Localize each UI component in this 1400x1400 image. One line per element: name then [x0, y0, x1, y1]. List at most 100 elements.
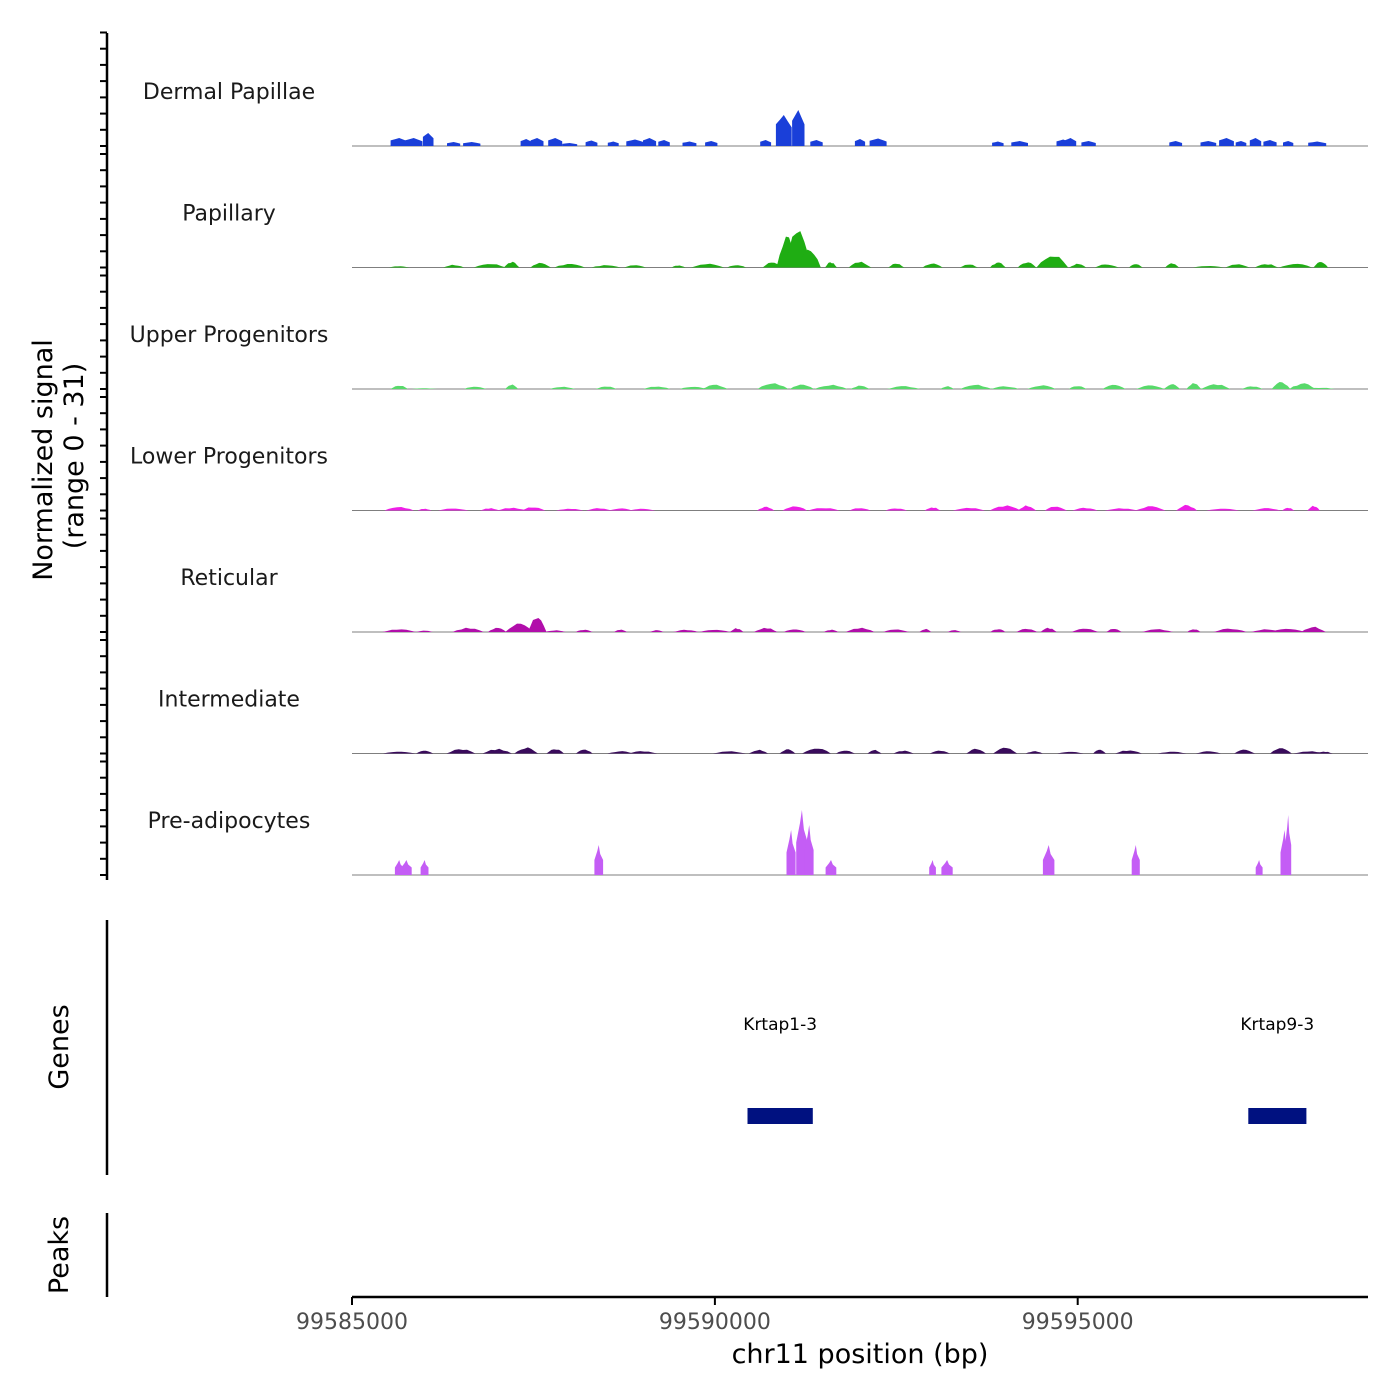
signal-peak	[463, 142, 481, 146]
signal-peak	[447, 142, 461, 146]
gene-body	[747, 1108, 813, 1124]
signal-peak	[729, 628, 744, 632]
signal-peak	[607, 141, 619, 146]
track-5: Intermediate	[158, 688, 1368, 754]
signal-peak	[941, 860, 953, 875]
signal-peak	[1213, 628, 1247, 632]
signal-peak	[1200, 141, 1217, 146]
signal-peak	[825, 860, 837, 875]
signal-peak	[1025, 751, 1043, 754]
signal-peak	[810, 140, 823, 146]
signal-peak	[514, 747, 538, 754]
signal-peak	[992, 141, 1004, 146]
signal-peak	[922, 263, 943, 268]
signal-peak	[682, 141, 697, 146]
signal-peak	[1306, 387, 1335, 389]
signal-peak	[575, 749, 593, 754]
y-axis-title-line1: Normalized signal	[28, 339, 59, 581]
signal-peak	[1017, 262, 1037, 268]
signal-peak	[1187, 629, 1201, 632]
signal-peak	[1301, 626, 1326, 632]
signal-peak	[701, 384, 728, 389]
signal-peak	[1069, 263, 1087, 268]
signal-peak	[1219, 138, 1234, 146]
signal-peak	[893, 750, 914, 754]
signal-peak	[854, 139, 866, 146]
signal-peak	[823, 629, 839, 632]
signal-peak	[814, 384, 848, 389]
signal-peak	[867, 749, 882, 754]
track-3: Lower Progenitors	[130, 445, 1368, 511]
signal-peak	[1241, 386, 1263, 389]
signal-peak	[384, 507, 414, 511]
signal-peak	[1135, 506, 1166, 511]
x-axis-title: chr11 position (bp)	[732, 1339, 989, 1370]
coverage-tracks: Dermal Papillae Papillary Upper Progenitor…	[130, 80, 1368, 876]
signal-peak	[544, 630, 566, 632]
signal-peak	[1249, 138, 1262, 146]
signal-peak	[1206, 508, 1240, 511]
signal-peak	[624, 265, 646, 268]
signal-peak	[480, 508, 500, 511]
signal-peak	[883, 629, 910, 632]
signal-peak	[1102, 384, 1126, 389]
signal-peak	[1176, 504, 1198, 511]
signal-peak	[885, 508, 908, 511]
signal-peak	[1011, 141, 1028, 146]
signal-peak	[1163, 384, 1181, 389]
signal-peak	[473, 264, 506, 268]
signal-peak	[1271, 382, 1291, 389]
signal-peak	[585, 140, 598, 146]
signal-peak	[390, 138, 408, 146]
signal-peak	[1254, 264, 1279, 268]
signal-peak	[1017, 505, 1037, 511]
signal-peak	[727, 265, 746, 268]
signal-peak	[487, 627, 507, 632]
signal-peak	[990, 629, 1006, 632]
track-label: Papillary	[182, 202, 276, 227]
signal-peak	[464, 386, 487, 389]
track-label: Reticular	[180, 566, 278, 591]
x-axis: 99585000 99590000 99595000	[296, 1295, 1368, 1335]
track-0: Dermal Papillae	[143, 80, 1368, 147]
signal-peak	[929, 860, 936, 875]
signal-peak	[1081, 141, 1096, 146]
signal-y-axis	[100, 31, 109, 880]
signal-peak	[446, 749, 476, 754]
signal-peak	[1283, 141, 1294, 146]
x-tick-label: 99595000	[1022, 1310, 1134, 1335]
signal-peak	[1042, 845, 1055, 875]
signal-peak	[1104, 508, 1138, 511]
signal-peak	[1141, 629, 1174, 632]
signal-peak	[1165, 263, 1180, 268]
signal-peak	[848, 261, 872, 268]
signal-peak	[555, 508, 584, 511]
signal-peak	[990, 262, 1006, 268]
signal-peak	[1094, 264, 1119, 268]
signal-peak	[1027, 385, 1056, 389]
signal-peak	[748, 749, 768, 754]
signal-peak	[383, 751, 416, 754]
signal-peak	[613, 629, 628, 632]
signal-peak	[1136, 385, 1165, 389]
track-label: Upper Progenitors	[130, 323, 329, 348]
signal-peak	[585, 508, 612, 511]
signal-peak	[825, 262, 837, 268]
signal-peak	[1252, 508, 1281, 511]
signal-peak	[390, 385, 408, 389]
signal-peak	[1271, 628, 1305, 632]
signal-peak	[849, 508, 871, 511]
track-1: Papillary	[182, 202, 1368, 268]
signal-peak	[1115, 750, 1142, 754]
signal-peak	[792, 110, 805, 146]
signal-peak	[1293, 751, 1327, 754]
signal-peak	[888, 263, 905, 268]
track-label: Pre-adipocytes	[148, 809, 311, 834]
signal-peak	[808, 508, 840, 511]
signal-peak	[1072, 507, 1098, 511]
signal-peak	[575, 629, 593, 632]
signal-peak	[482, 748, 512, 754]
track-4: Reticular	[180, 566, 1368, 633]
signal-peak	[1307, 505, 1320, 511]
signal-peak	[1016, 628, 1038, 632]
